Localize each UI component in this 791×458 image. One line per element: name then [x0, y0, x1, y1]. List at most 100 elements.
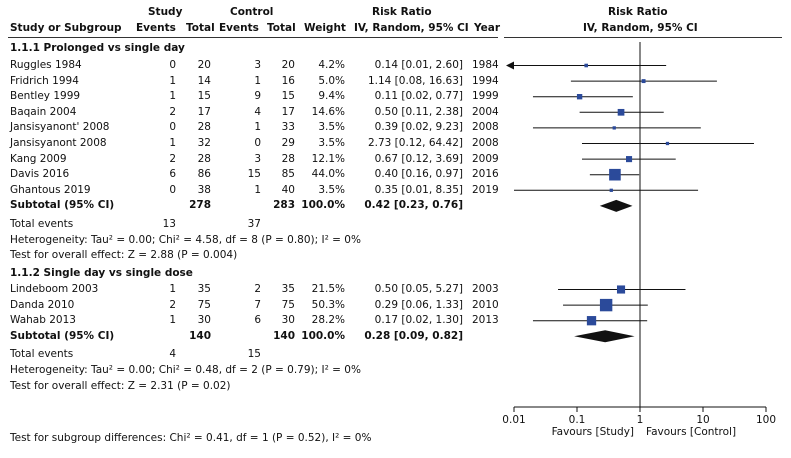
- x-tick-label: 100: [756, 414, 776, 426]
- subtotal-risk-ratio: 0.42 [0.23, 0.76]: [364, 199, 463, 212]
- study-weight: 44.0%: [311, 168, 345, 181]
- study-weight: 12.1%: [311, 152, 345, 165]
- study-risk-ratio: 0.50 [0.05, 5.27]: [374, 283, 463, 295]
- subtotal-total2: 140: [273, 329, 295, 342]
- study-events: 1: [169, 74, 176, 87]
- subgroup-title: 1.1.1 Prolonged vs single day: [10, 42, 185, 54]
- study-name: Bentley 1999: [10, 90, 81, 103]
- total-events-label: Total events: [10, 218, 74, 230]
- subtotal-label: Subtotal (95% CI): [10, 329, 115, 342]
- study-risk-ratio: 1.14 [0.08, 16.63]: [367, 74, 463, 87]
- study-total: 32: [197, 137, 211, 149]
- study-marker: [599, 298, 613, 312]
- control-total: 29: [281, 137, 295, 149]
- study-events: 0: [169, 121, 176, 134]
- study-year: 2003: [472, 283, 499, 295]
- study-marker: [665, 141, 670, 146]
- control-events: 6: [254, 314, 261, 327]
- study-total: 20: [197, 59, 211, 71]
- control-events: 3: [254, 152, 261, 165]
- events2-header: Events: [219, 22, 259, 34]
- study-risk-ratio: 0.29 [0.06, 1.33]: [374, 298, 463, 311]
- study-risk-ratio: 0.40 [0.16, 0.97]: [374, 168, 463, 181]
- study-name: Wahab 2013: [10, 314, 76, 327]
- x-tick-label: 1: [637, 414, 644, 426]
- total1-header: Total: [186, 22, 215, 34]
- study-name: Ruggles 1984: [10, 59, 82, 71]
- study-or-subgroup-header: Study or Subgroup: [10, 22, 122, 34]
- favours-control-label: Favours [Control]: [646, 426, 736, 438]
- study-total: 38: [197, 183, 211, 196]
- study-events: 6: [169, 168, 176, 181]
- header-rule-right: [504, 37, 782, 38]
- study-marker: [609, 168, 621, 181]
- study-total: 75: [197, 298, 211, 311]
- control-events: 1: [254, 183, 261, 196]
- control-events: 0: [254, 137, 261, 149]
- control-total: 40: [281, 183, 295, 196]
- total-events-control: 37: [247, 218, 261, 230]
- control-total: 15: [281, 90, 295, 103]
- subgroup-title: 1.1.2 Single day vs single dose: [10, 267, 193, 279]
- study-year: 2009: [472, 152, 499, 165]
- study-events: 0: [169, 183, 176, 196]
- subtotal-risk-ratio: 0.28 [0.09, 0.82]: [364, 329, 463, 342]
- study-total: 28: [197, 121, 211, 134]
- control-total: 20: [281, 59, 295, 71]
- study-name: Jansisyanont' 2008: [10, 121, 110, 134]
- control-events: 2: [254, 283, 261, 295]
- subtotal-weight: 100.0%: [301, 199, 345, 212]
- study-events: 2: [169, 152, 176, 165]
- study-marker: [612, 126, 616, 130]
- study-marker: [584, 63, 588, 68]
- study-name: Kang 2009: [10, 152, 67, 165]
- subtotal-total2: 283: [273, 199, 295, 212]
- study-risk-ratio: 0.11 [0.02, 0.77]: [374, 90, 463, 103]
- control-total: 35: [281, 283, 295, 295]
- total-events-study: 13: [162, 218, 176, 230]
- control-events: 1: [254, 121, 261, 134]
- overall-effect: Test for overall effect: Z = 2.31 (P = 0…: [10, 379, 231, 392]
- control-total: 30: [281, 314, 295, 327]
- study-year: 1999: [472, 90, 499, 103]
- method-header: IV, Random, 95% CI: [354, 22, 469, 34]
- study-name: Davis 2016: [10, 168, 70, 181]
- total2-header: Total: [267, 22, 296, 34]
- control-total: 33: [281, 121, 295, 134]
- study-risk-ratio: 0.39 [0.02, 9.23]: [374, 121, 463, 134]
- pooled-diamond: [599, 199, 633, 212]
- study-weight: 50.3%: [311, 298, 345, 311]
- study-year: 2010: [472, 298, 499, 311]
- study-weight: 3.5%: [318, 183, 345, 196]
- events1-header: Events: [136, 22, 176, 34]
- year-header: Year: [474, 22, 501, 34]
- study-weight: 9.4%: [318, 90, 345, 103]
- study-year: 2008: [472, 137, 499, 149]
- study-weight: 3.5%: [318, 121, 345, 134]
- study-name: Ghantous 2019: [10, 183, 91, 196]
- risk-ratio-header: Risk Ratio: [372, 6, 432, 18]
- method-plot-header: IV, Random, 95% CI: [583, 22, 698, 34]
- study-year: 2019: [472, 183, 499, 196]
- study-marker: [641, 79, 646, 84]
- study-total: 28: [197, 152, 211, 165]
- study-marker: [625, 156, 633, 163]
- study-marker: [586, 316, 597, 326]
- study-weight: 5.0%: [318, 74, 345, 87]
- study-year: 1994: [472, 74, 499, 87]
- study-events: 1: [169, 90, 176, 103]
- study-risk-ratio: 2.73 [0.12, 64.42]: [367, 137, 463, 149]
- study-marker: [576, 94, 583, 100]
- control-total: 16: [281, 74, 295, 87]
- study-events: 2: [169, 105, 176, 118]
- study-name: Fridrich 1994: [10, 74, 79, 87]
- study-events: 1: [169, 137, 176, 149]
- control-events: 1: [254, 74, 261, 87]
- study-group-header: Study: [148, 6, 183, 18]
- study-name: Danda 2010: [10, 298, 75, 311]
- x-tick-label: 10: [696, 414, 709, 426]
- study-events: 1: [169, 314, 176, 327]
- control-events: 15: [247, 168, 261, 181]
- heterogeneity: Heterogeneity: Tau² = 0.00; Chi² = 4.58,…: [10, 233, 361, 246]
